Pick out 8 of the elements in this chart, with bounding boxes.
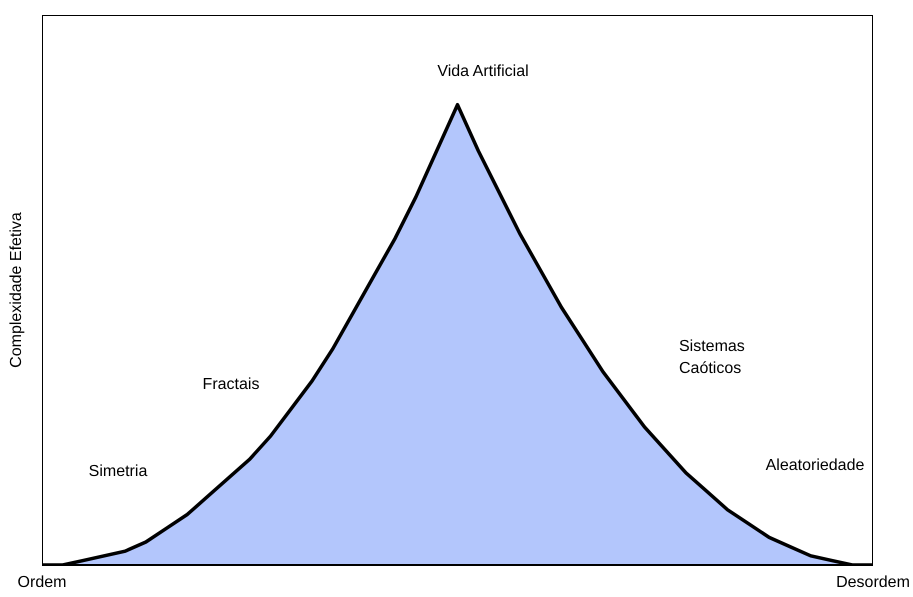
annotation: Simetria [88,462,148,482]
text: Vida Artificial [437,62,529,82]
y-axis-title: Complexidade Efetiva [8,212,26,368]
annotation: Aleatoriedade [766,456,864,476]
x-tick-label: Ordem [18,574,66,591]
annotation: Fractais [202,375,260,395]
x-tick-label: Desordem [836,574,910,591]
annotation: Sistemas Caóticos [679,337,745,379]
